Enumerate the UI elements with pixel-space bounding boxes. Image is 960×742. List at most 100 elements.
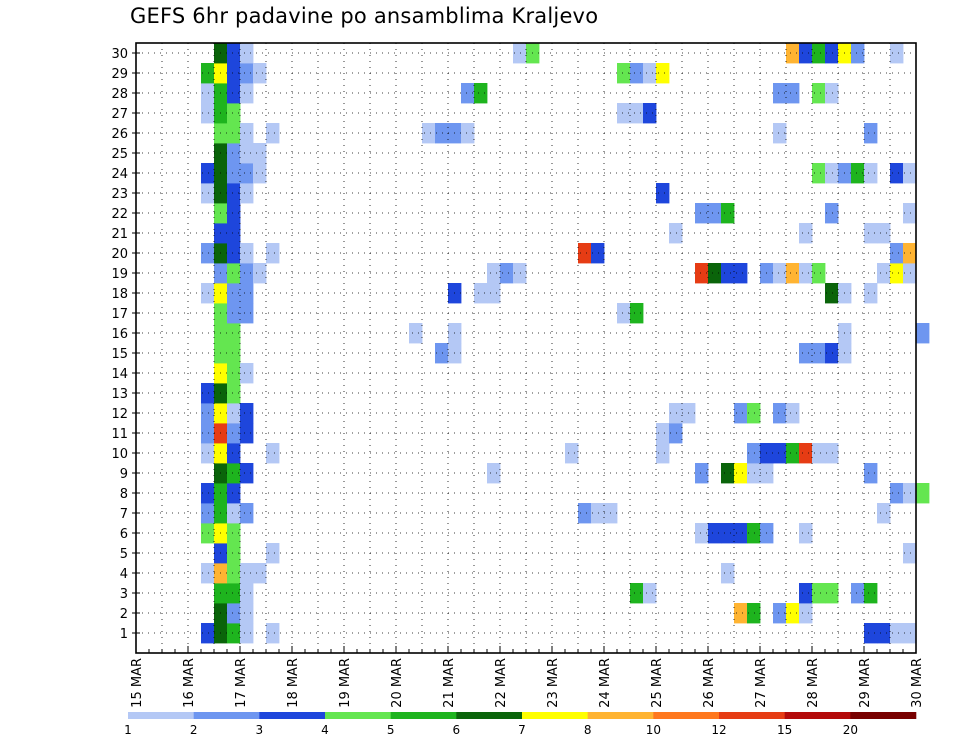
y-tick-label: 20 — [111, 247, 128, 262]
legend-label: 6 — [453, 723, 461, 737]
heatmap-cell — [435, 123, 449, 144]
x-tick-label: 20 MAR — [390, 658, 405, 708]
legend-swatch — [719, 712, 785, 719]
heatmap-cell — [890, 483, 904, 504]
heatmap-cell — [201, 563, 215, 584]
heatmap-cell — [227, 183, 241, 204]
heatmap-cell — [513, 263, 527, 284]
x-tick-label: 28 MAR — [806, 658, 821, 708]
legend-swatch — [325, 712, 391, 719]
heatmap-cell — [630, 103, 644, 124]
y-tick-label: 8 — [120, 487, 128, 502]
heatmap-cell — [825, 583, 839, 604]
heatmap-cell — [201, 443, 215, 464]
heatmap-cell — [227, 443, 241, 464]
heatmap-cell — [240, 43, 254, 64]
heatmap-cell — [773, 403, 787, 424]
heatmap-cell — [240, 563, 254, 584]
heatmap-cell — [253, 63, 267, 84]
heatmap-cell — [227, 423, 241, 444]
heatmap-cell — [903, 243, 917, 264]
heatmap-cell — [864, 223, 878, 244]
heatmap-cell — [201, 103, 215, 124]
y-tick-label: 22 — [111, 207, 128, 222]
heatmap-cell — [227, 43, 241, 64]
heatmap-cell — [435, 343, 449, 364]
x-tick-label: 25 MAR — [650, 658, 665, 708]
y-tick-label: 19 — [111, 267, 128, 282]
y-tick-label: 18 — [111, 287, 128, 302]
heatmap-cell — [630, 583, 644, 604]
heatmap-cell — [266, 443, 280, 464]
heatmap-cell — [747, 523, 761, 544]
heatmap-cell — [812, 343, 826, 364]
heatmap-cell — [695, 263, 709, 284]
x-tick-label: 27 MAR — [754, 658, 769, 708]
heatmap-cell — [240, 583, 254, 604]
heatmap-cell — [240, 283, 254, 304]
y-tick-label: 4 — [120, 567, 128, 582]
y-axis: 1234567891011121314151617181920212223242… — [111, 47, 140, 642]
legend-swatch — [522, 712, 588, 719]
heatmap-cell — [903, 263, 917, 284]
heatmap-cell — [227, 403, 241, 424]
heatmap-cell — [903, 203, 917, 224]
heatmap-cell — [240, 503, 254, 524]
heatmap-cell — [513, 43, 527, 64]
heatmap-cell — [695, 203, 709, 224]
heatmap-cell — [708, 523, 722, 544]
heatmap-cell — [656, 63, 670, 84]
y-tick-label: 21 — [111, 227, 128, 242]
legend-label: 3 — [256, 723, 264, 737]
heatmap-cell — [266, 243, 280, 264]
heatmap-cell — [227, 323, 241, 344]
heatmap-cell — [890, 623, 904, 644]
x-tick-label: 18 MAR — [286, 658, 301, 708]
heatmap-cell — [695, 523, 709, 544]
heatmap-cell — [578, 503, 592, 524]
heatmap-cell — [734, 403, 748, 424]
heatmap-cell — [240, 183, 254, 204]
heatmap-cell — [656, 183, 670, 204]
y-tick-label: 28 — [111, 87, 128, 102]
heatmap-cell — [201, 403, 215, 424]
heatmap-cell — [890, 163, 904, 184]
legend-label: 7 — [518, 723, 526, 737]
heatmap-cell — [266, 543, 280, 564]
heatmap-cell — [227, 483, 241, 504]
heatmap-cell — [240, 83, 254, 104]
heatmap-cell — [864, 623, 878, 644]
chart-title: GEFS 6hr padavine po ansamblima Kraljevo — [130, 4, 599, 28]
heatmap-cell — [903, 483, 917, 504]
heatmap-cell — [227, 83, 241, 104]
y-tick-label: 6 — [120, 527, 128, 542]
legend-label: 20 — [843, 723, 858, 737]
heatmap-cell — [786, 83, 800, 104]
heatmap-cell — [825, 43, 839, 64]
heatmap-cell — [812, 583, 826, 604]
heatmap-cell — [877, 263, 891, 284]
legend-swatch — [784, 712, 851, 719]
y-tick-label: 15 — [111, 347, 128, 362]
heatmap-cell — [773, 123, 787, 144]
heatmap-cell — [799, 263, 813, 284]
legend-swatch — [259, 712, 326, 719]
heatmap-cell — [786, 443, 800, 464]
heatmap-cell — [487, 283, 501, 304]
heatmap-cell — [240, 63, 254, 84]
heatmap-cell — [201, 483, 215, 504]
y-tick-label: 11 — [111, 427, 128, 442]
heatmap-cell — [240, 303, 254, 324]
x-tick-label: 21 MAR — [442, 658, 457, 708]
heatmap-cell — [825, 203, 839, 224]
y-tick-label: 10 — [111, 447, 128, 462]
heatmap-cell — [695, 463, 709, 484]
heatmap-cell — [201, 83, 215, 104]
y-tick-label: 17 — [111, 307, 128, 322]
heatmap-cell — [227, 523, 241, 544]
heatmap-cell — [851, 43, 865, 64]
heatmap-cell — [617, 103, 631, 124]
heatmap-cell — [201, 383, 215, 404]
heatmap-cell — [227, 503, 241, 524]
heatmap-cell — [227, 103, 241, 124]
